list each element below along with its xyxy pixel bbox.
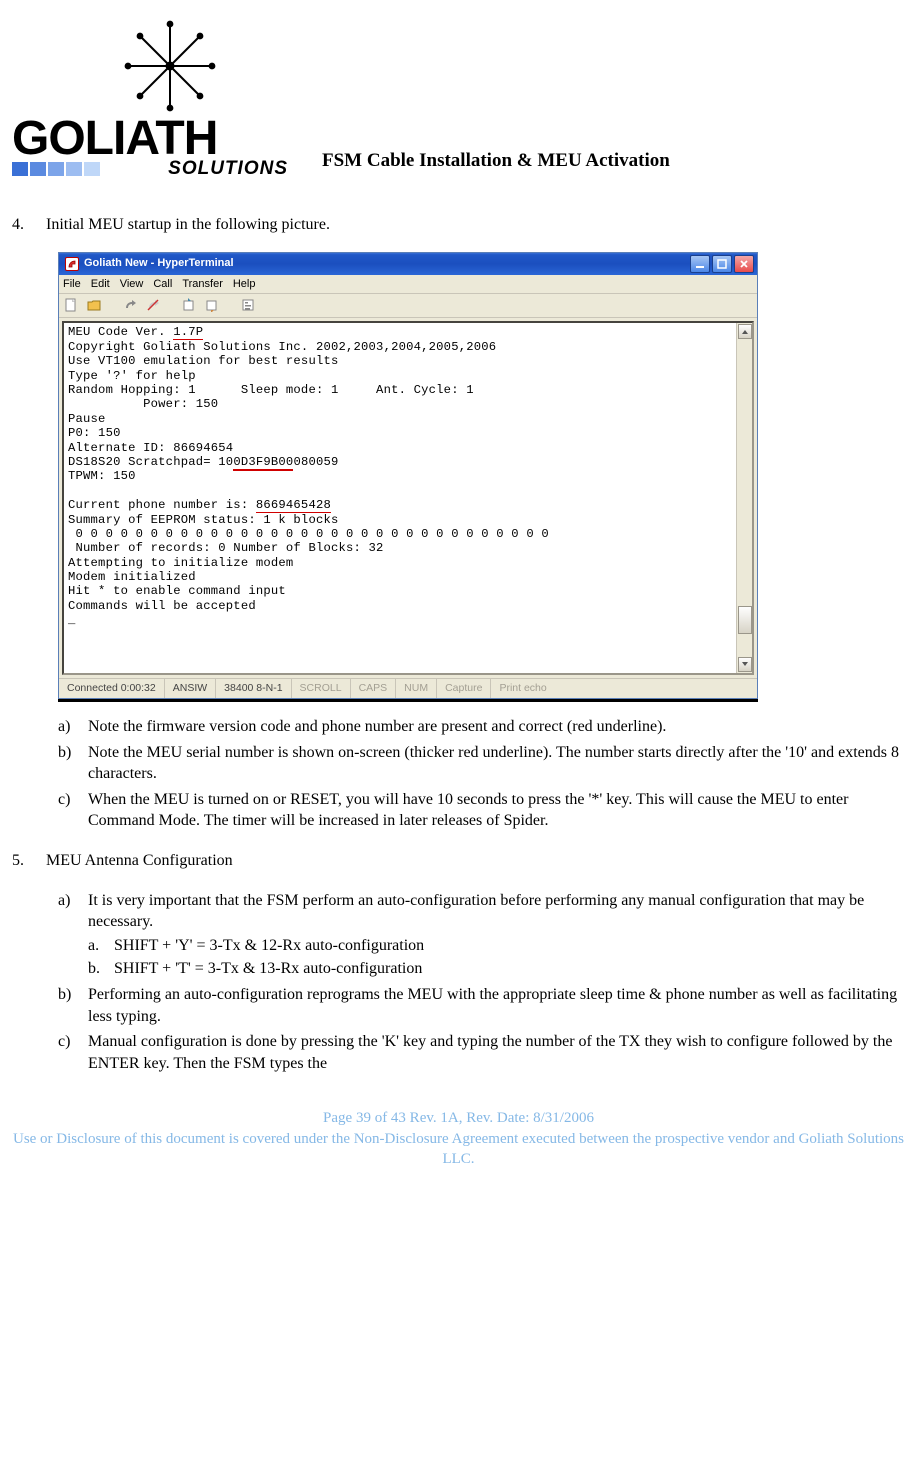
section-4: 4. Initial MEU startup in the following … xyxy=(12,214,905,832)
menu-view[interactable]: View xyxy=(120,277,144,292)
status-capture: Capture xyxy=(437,679,491,698)
maximize-button[interactable] xyxy=(712,255,732,273)
item-5a-inner: a. SHIFT + 'Y' = 3-Tx & 12-Rx auto-confi… xyxy=(88,935,905,980)
item-4a: a) Note the firmware version code and ph… xyxy=(58,716,905,738)
screenshot-figure: Goliath New - HyperTerminal File Edit Vi… xyxy=(58,252,758,702)
item-5a-a: a. SHIFT + 'Y' = 3-Tx & 12-Rx auto-confi… xyxy=(88,935,905,957)
properties-icon[interactable] xyxy=(240,297,256,313)
section-5-number: 5. xyxy=(12,850,46,872)
item-4c: c) When the MEU is turned on or RESET, y… xyxy=(58,789,905,832)
status-printecho: Print echo xyxy=(491,679,554,698)
window-title: Goliath New - HyperTerminal xyxy=(84,256,690,271)
status-scroll: SCROLL xyxy=(292,679,351,698)
new-icon[interactable] xyxy=(63,297,79,313)
goliath-logo-icon: GOLIATH SOLUTIONS xyxy=(12,20,292,180)
status-port: 38400 8-N-1 xyxy=(216,679,291,698)
item-5b: b) Performing an auto-configuration repr… xyxy=(58,984,905,1027)
section-4-sublist: a) Note the firmware version code and ph… xyxy=(58,716,905,832)
status-emulation: ANSIW xyxy=(165,679,216,698)
scroll-thumb[interactable] xyxy=(738,606,752,634)
terminal-output: MEU Code Ver. 1.7P Copyright Goliath Sol… xyxy=(64,323,736,672)
section-4-number: 4. xyxy=(12,214,46,236)
app-icon xyxy=(65,257,79,271)
menu-bar: File Edit View Call Transfer Help xyxy=(59,275,757,295)
scroll-down-icon[interactable] xyxy=(738,657,752,672)
menu-help[interactable]: Help xyxy=(233,277,256,292)
status-num: NUM xyxy=(396,679,437,698)
item-5a: a) It is very important that the FSM per… xyxy=(58,890,905,980)
item-4b: b) Note the MEU serial number is shown o… xyxy=(58,742,905,785)
close-button[interactable] xyxy=(734,255,754,273)
status-bar: Connected 0:00:32 ANSIW 38400 8-N-1 SCRO… xyxy=(59,678,757,698)
status-connection: Connected 0:00:32 xyxy=(59,679,165,698)
terminal-area: MEU Code Ver. 1.7P Copyright Goliath Sol… xyxy=(62,321,754,674)
logo: GOLIATH SOLUTIONS xyxy=(12,20,292,180)
hyperterminal-window: Goliath New - HyperTerminal File Edit Vi… xyxy=(58,252,758,699)
page-footer: Page 39 of 43 Rev. 1A, Rev. Date: 8/31/2… xyxy=(12,1108,905,1169)
vertical-scrollbar[interactable] xyxy=(736,323,752,672)
window-titlebar: Goliath New - HyperTerminal xyxy=(59,253,757,275)
item-5a-b: b. SHIFT + 'T' = 3-Tx & 13-Rx auto-confi… xyxy=(88,958,905,980)
disconnect-icon[interactable] xyxy=(145,297,161,313)
item-5c: c) Manual configuration is done by press… xyxy=(58,1031,905,1074)
document-title: FSM Cable Installation & MEU Activation xyxy=(322,148,670,174)
main-list: 4. Initial MEU startup in the following … xyxy=(12,214,905,1074)
section-4-title: Initial MEU startup in the following pic… xyxy=(46,214,905,236)
receive-icon[interactable] xyxy=(204,297,220,313)
connect-icon[interactable] xyxy=(122,297,138,313)
status-caps: CAPS xyxy=(351,679,397,698)
svg-text:SOLUTIONS: SOLUTIONS xyxy=(168,158,288,179)
footer-line-2: Use or Disclosure of this document is co… xyxy=(12,1129,905,1170)
minimize-button[interactable] xyxy=(690,255,710,273)
menu-edit[interactable]: Edit xyxy=(91,277,110,292)
send-icon[interactable] xyxy=(181,297,197,313)
toolbar xyxy=(59,294,757,318)
section-5: 5. MEU Antenna Configuration a) It is ve… xyxy=(12,850,905,1074)
menu-call[interactable]: Call xyxy=(153,277,172,292)
header: GOLIATH SOLUTIONS FSM Cable Installation… xyxy=(12,20,905,180)
section-5-title: MEU Antenna Configuration xyxy=(46,850,905,872)
scroll-up-icon[interactable] xyxy=(738,324,752,339)
menu-file[interactable]: File xyxy=(63,277,81,292)
open-icon[interactable] xyxy=(86,297,102,313)
section-5-sublist: a) It is very important that the FSM per… xyxy=(58,890,905,1075)
footer-line-1: Page 39 of 43 Rev. 1A, Rev. Date: 8/31/2… xyxy=(12,1108,905,1128)
menu-transfer[interactable]: Transfer xyxy=(182,277,223,292)
